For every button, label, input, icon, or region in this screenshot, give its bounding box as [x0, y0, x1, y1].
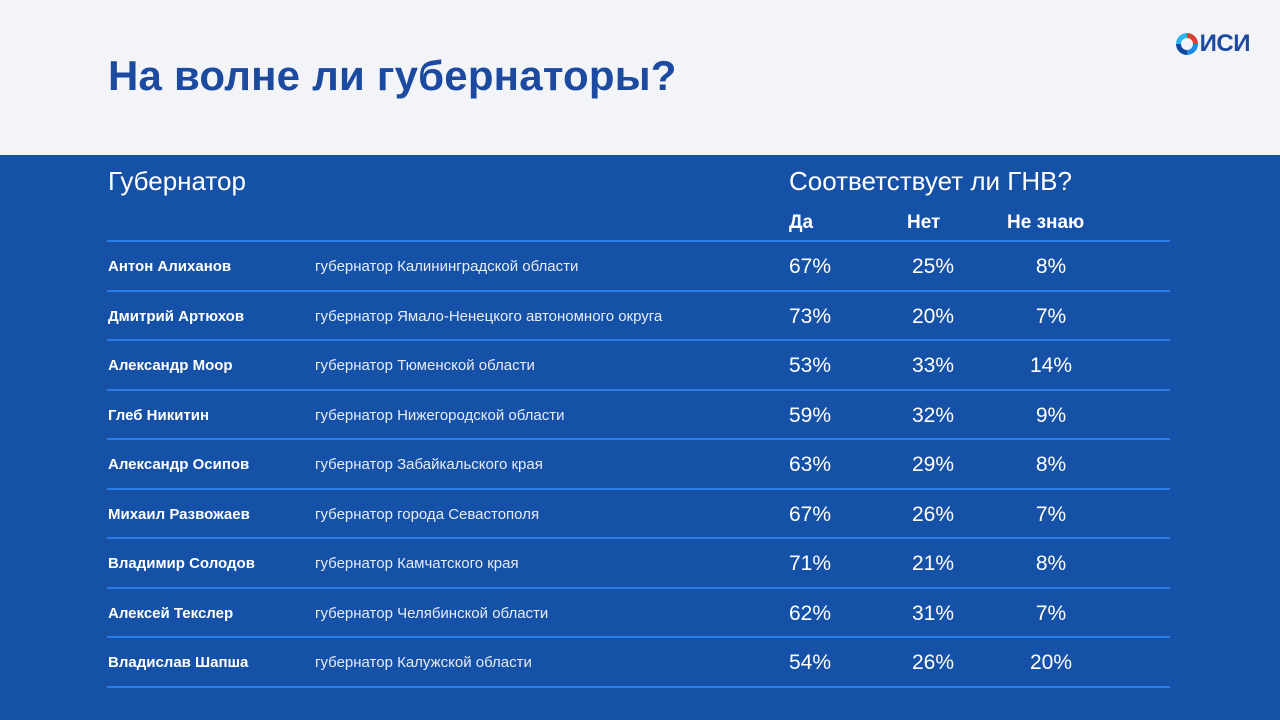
table-row: Владислав Шапша губернатор Калужской обла…	[0, 638, 1280, 687]
row-divider	[107, 537, 1170, 539]
value-dont-know: 8%	[1035, 552, 1067, 575]
row-divider	[107, 636, 1170, 638]
column-header-yes: Да	[789, 212, 814, 233]
table-row: Александр Осипов губернатор Забайкальског…	[0, 440, 1280, 489]
column-header-governor: Губернатор	[108, 166, 246, 196]
table-row: Алексей Текслер губернатор Челябинской об…	[0, 589, 1280, 638]
governor-name: Владимир Солодов	[108, 555, 255, 572]
governor-role: губернатор Нижегородской области	[315, 406, 565, 424]
governor-role: губернатор Забайкальского края	[315, 456, 543, 473]
governor-role: губернатор Калининградской области	[315, 258, 579, 275]
governor-name: Александр Осипов	[108, 456, 250, 473]
value-yes: 73%	[788, 304, 832, 328]
row-divider	[107, 388, 1170, 391]
header-divider	[107, 240, 1170, 242]
value-yes: 62%	[788, 601, 832, 625]
column-header-question: Соответствует ли ГНВ?	[789, 166, 1072, 196]
value-no: 32%	[911, 403, 955, 427]
column-header-dont-know: Не знаю	[1007, 212, 1085, 233]
row-divider	[107, 586, 1170, 589]
table-row: Антон Алиханов губернатор Калининградской…	[0, 242, 1280, 291]
governor-name: Владислав Шапша	[108, 654, 249, 671]
row-divider	[107, 438, 1170, 440]
value-dont-know: 7%	[1035, 601, 1067, 625]
governor-role: губернатор города Севастополя	[315, 505, 540, 523]
table-row: Владимир Солодов губернатор Камчатского к…	[0, 539, 1280, 588]
table-row: Глеб Никитин губернатор Нижегородской обл…	[0, 391, 1280, 440]
governor-name: Александр Моор	[108, 357, 233, 374]
header-band: На волне ли губернаторы? ИСИ	[0, 0, 1280, 155]
value-no: 26%	[911, 502, 955, 526]
value-no: 33%	[911, 354, 955, 377]
governor-name: Глеб Никитин	[108, 406, 210, 424]
logo-text: ИСИ	[1199, 30, 1251, 57]
value-no: 29%	[911, 453, 955, 476]
row-divider	[107, 289, 1170, 292]
governor-name: Дмитрий Артюхов	[108, 307, 245, 325]
value-no: 21%	[911, 552, 955, 575]
governor-role: губернатор Челябинской области	[315, 604, 549, 622]
governor-role: губернатор Камчатского края	[315, 555, 519, 572]
row-divider	[107, 487, 1170, 490]
value-no: 25%	[911, 255, 955, 278]
value-dont-know: 8%	[1035, 453, 1067, 476]
column-header-no: Нет	[907, 212, 941, 233]
value-yes: 71%	[788, 552, 832, 575]
value-no: 26%	[911, 651, 955, 674]
isi-globe-icon	[1175, 33, 1198, 55]
value-dont-know: 7%	[1035, 304, 1067, 328]
governor-name: Михаил Развожаев	[108, 505, 250, 523]
table-row: Михаил Развожаев губернатор города Севаст…	[0, 490, 1280, 539]
row-divider	[107, 339, 1170, 341]
value-yes: 59%	[788, 403, 832, 427]
governor-role: губернатор Калужской области	[315, 654, 532, 671]
value-yes: 54%	[788, 651, 832, 674]
logo: ИСИ	[1175, 30, 1251, 58]
value-dont-know: 8%	[1035, 255, 1067, 278]
governor-role: губернатор Ямало-Ненецкого автономного о…	[315, 307, 663, 325]
governor-role: губернатор Тюменской области	[315, 357, 535, 374]
table-row: Дмитрий Артюхов губернатор Ямало-Ненецког…	[0, 292, 1280, 341]
value-yes: 63%	[788, 453, 832, 476]
value-yes: 53%	[788, 354, 832, 377]
value-no: 31%	[911, 601, 955, 625]
value-dont-know: 7%	[1035, 502, 1067, 526]
page-title: На волне ли губернаторы?	[108, 52, 677, 99]
value-dont-know: 20%	[1029, 651, 1073, 674]
value-yes: 67%	[788, 255, 832, 278]
governor-name: Алексей Текслер	[108, 604, 234, 622]
row-divider	[107, 685, 1170, 688]
value-dont-know: 9%	[1035, 403, 1067, 427]
value-yes: 67%	[788, 502, 832, 526]
value-no: 20%	[911, 304, 955, 328]
table-row: Александр Моор губернатор Тюменской облас…	[0, 341, 1280, 390]
value-dont-know: 14%	[1029, 354, 1073, 377]
governor-name: Антон Алиханов	[108, 258, 232, 275]
